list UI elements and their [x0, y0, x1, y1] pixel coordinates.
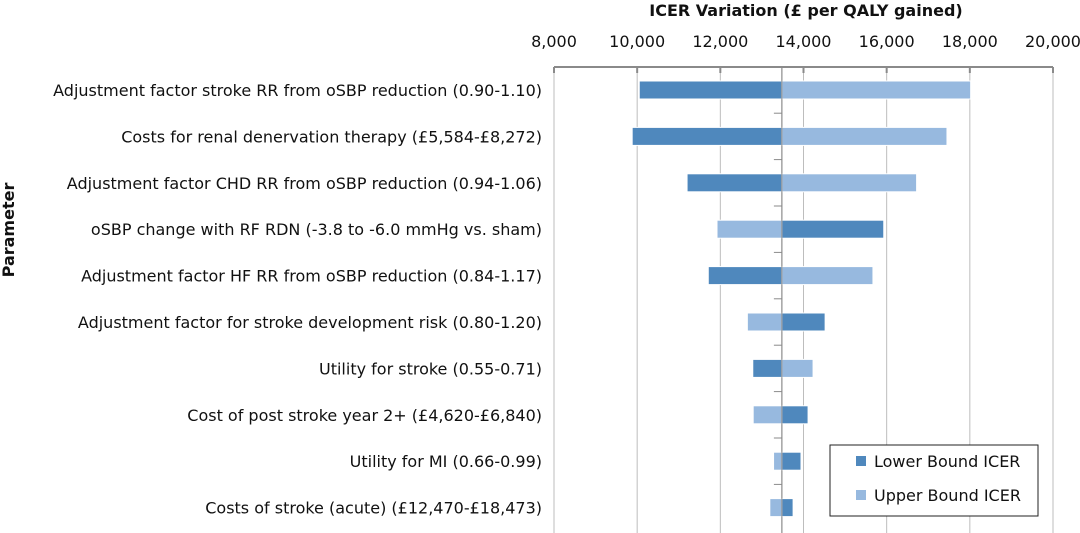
bar-upper-bound: [781, 126, 948, 146]
y-axis-label: Parameter: [0, 183, 18, 278]
bar-lower-bound: [781, 498, 794, 518]
bar-upper-bound: [781, 173, 918, 193]
bar-lower-bound: [781, 405, 809, 425]
bar-upper-bound: [781, 80, 972, 100]
x-tick-label: 16,000: [859, 32, 915, 51]
x-tick-label: 20,000: [1025, 32, 1080, 51]
bar-upper-bound: [769, 498, 783, 518]
legend-label-lower: Lower Bound ICER: [874, 452, 1020, 471]
bar-lower-bound: [781, 312, 826, 332]
bar-lower-bound: [707, 266, 783, 286]
legend-label-upper: Upper Bound ICER: [874, 486, 1021, 505]
legend: Lower Bound ICER Upper Bound ICER: [829, 444, 1039, 517]
bar-lower-bound: [686, 173, 783, 193]
category-label: Utility for stroke (0.55-0.71): [319, 359, 542, 378]
bar-upper-bound: [773, 451, 783, 471]
bar-upper-bound: [781, 358, 814, 378]
chart-title: ICER Variation (£ per QALY gained): [649, 1, 962, 20]
category-label: Utility for MI (0.66-0.99): [350, 452, 542, 471]
category-label: Cost of post stroke year 2+ (£4,620-£6,8…: [187, 406, 542, 425]
category-label: Adjustment factor HF RR from oSBP reduct…: [81, 267, 542, 286]
category-label: Costs for renal denervation therapy (£5,…: [121, 127, 542, 146]
category-label: Adjustment factor stroke RR from oSBP re…: [53, 81, 542, 100]
bar-upper-bound: [746, 312, 783, 332]
x-tick-label: 18,000: [942, 32, 998, 51]
legend-swatch-upper: [856, 490, 866, 500]
bar-lower-bound: [631, 126, 783, 146]
x-tick-label: 10,000: [609, 32, 665, 51]
legend-swatch-lower: [856, 456, 866, 466]
bar-upper-bound: [716, 219, 783, 239]
bar-lower-bound: [752, 358, 783, 378]
bar-lower-bound: [781, 219, 885, 239]
bar-upper-bound: [752, 405, 783, 425]
x-tick-label: 14,000: [776, 32, 832, 51]
bar-lower-bound: [638, 80, 783, 100]
category-label: Costs of stroke (acute) (£12,470-£18,473…: [205, 499, 542, 518]
x-tick-label: 12,000: [692, 32, 748, 51]
category-label: oSBP change with RF RDN (-3.8 to -6.0 mm…: [91, 220, 542, 239]
x-tick-label: 8,000: [531, 32, 577, 51]
bar-lower-bound: [781, 451, 802, 471]
category-label: Adjustment factor for stroke development…: [78, 313, 542, 332]
bar-upper-bound: [781, 266, 874, 286]
category-label: Adjustment factor CHD RR from oSBP reduc…: [67, 174, 542, 193]
